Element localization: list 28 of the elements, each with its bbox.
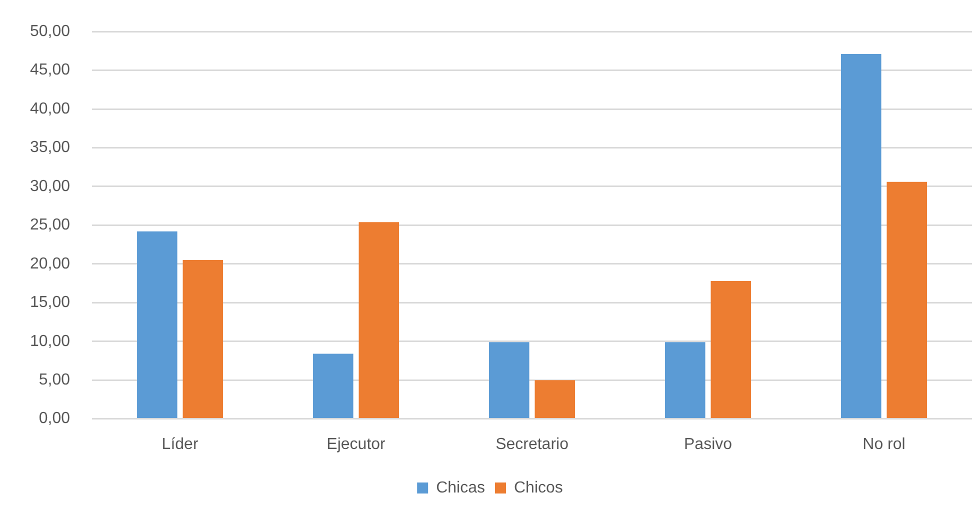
x-tick-label: No rol [862, 436, 906, 453]
x-tick-label: Pasivo [684, 436, 732, 453]
bar [313, 354, 354, 418]
legend-label: Chicas [436, 479, 485, 496]
x-tick-label: Ejecutor [326, 436, 386, 453]
y-tick-label: 25,00 [30, 216, 70, 234]
bar [886, 182, 928, 418]
bar [358, 222, 400, 418]
y-tick-label: 45,00 [30, 62, 70, 79]
bar [182, 260, 224, 418]
bar [665, 342, 706, 418]
y-tick-label: 5,00 [38, 371, 70, 388]
bar [534, 380, 576, 418]
y-tick-label: 40,00 [30, 100, 70, 118]
x-tick-label: Secretario [496, 436, 569, 453]
bar [137, 231, 178, 418]
x-tick-label: Líder [162, 436, 199, 453]
y-tick-label: 15,00 [30, 294, 70, 312]
y-tick-label: 10,00 [30, 332, 70, 350]
y-tick-label: 20,00 [30, 255, 70, 272]
legend-label: Chicos [514, 479, 563, 496]
y-tick-label: 35,00 [30, 139, 70, 156]
y-tick-label: 30,00 [30, 178, 70, 195]
bar [489, 342, 530, 418]
y-tick-label: 0,00 [38, 410, 70, 428]
bar [710, 280, 752, 418]
bar [840, 54, 882, 418]
y-tick-label: 50,00 [30, 23, 70, 40]
